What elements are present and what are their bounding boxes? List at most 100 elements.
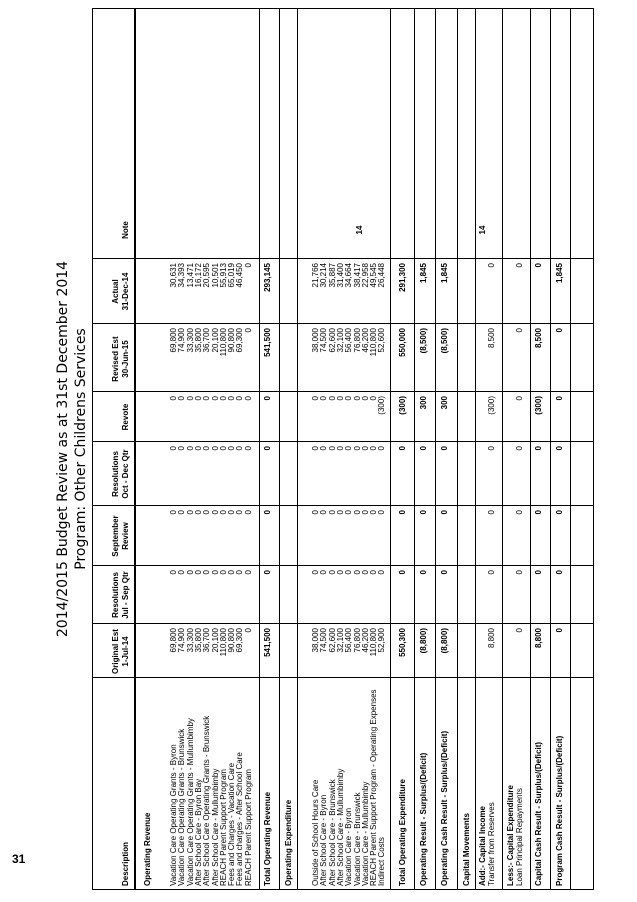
revenue-row-sep: 0 xyxy=(185,510,195,515)
section-operating-expenditure: Operating Expenditure xyxy=(284,799,293,886)
expense-row-est: 56,400 xyxy=(344,328,354,353)
operating-result-r1: 0 xyxy=(419,570,428,575)
expense-row-r1: 0 xyxy=(344,570,354,575)
section-operating-revenue: Operating Revenue xyxy=(143,812,152,886)
expense-row-r2: 0 xyxy=(360,446,370,451)
operating-result-rev: 300 xyxy=(419,396,428,410)
expense-row-orig: 56,400 xyxy=(344,628,354,653)
expense-row-rev: 0 xyxy=(311,396,320,401)
revenue-row-r2: 0 xyxy=(169,446,178,451)
expense-row-sep: 0 xyxy=(311,510,320,515)
transfer-from-reserves-r2: 0 xyxy=(487,446,496,451)
capital-cash-result-r1: 0 xyxy=(534,570,543,575)
column-divider xyxy=(92,391,594,392)
expense-row-r1: 0 xyxy=(377,570,387,575)
revenue-row-r1: 0 xyxy=(185,570,195,575)
capital-cash-result-est: 8,500 xyxy=(534,328,543,349)
revenue-row-r1: 0 xyxy=(227,570,237,575)
revenue-row-r1: 0 xyxy=(193,570,203,575)
revenue-row-rev: 0 xyxy=(243,396,253,401)
header-description: Description xyxy=(121,841,130,886)
expense-row-rev: 0 xyxy=(319,396,329,401)
revenue-row-r1: 0 xyxy=(169,570,178,575)
loan-principal-repayments-r2: 0 xyxy=(515,446,524,451)
header-revote: Revote xyxy=(121,403,130,431)
row-divider xyxy=(414,8,415,890)
expense-row-orig: 52,900 xyxy=(377,628,387,653)
revenue-row-rev: 0 xyxy=(210,396,220,401)
revenue-row-r1: 0 xyxy=(235,570,245,575)
header-r1-line2: Jul - Sep Qtr xyxy=(121,571,130,619)
expense-row-r2: 0 xyxy=(377,446,387,451)
loan-principal-repayments-sep: 0 xyxy=(515,510,524,515)
transfer-from-reserves-rev: (300) xyxy=(487,396,496,415)
expense-row-rev: 0 xyxy=(327,396,337,401)
program-cash-result-act: 1,845 xyxy=(555,263,564,284)
total-operating-revenue-sep: 0 xyxy=(263,510,272,515)
transfer-from-reserves-act: 0 xyxy=(487,263,496,268)
column-divider xyxy=(92,323,594,324)
expense-row-rev: 0 xyxy=(360,396,370,401)
operating-result-act: 1,845 xyxy=(419,263,428,284)
total-operating-revenue-act: 293,145 xyxy=(263,263,272,292)
operating-cash-result-act: 1,845 xyxy=(440,263,449,284)
operating-cash-result-rev: 300 xyxy=(440,396,449,410)
total-operating-expenditure-r1: 0 xyxy=(398,570,407,575)
rotated-page: 2014/2015 Budget Review as at 31st Decem… xyxy=(54,8,594,890)
expense-row-sep: 0 xyxy=(352,510,362,515)
transfer-from-reserves-sep: 0 xyxy=(487,510,496,515)
expense-row-sep: 0 xyxy=(344,510,354,515)
revenue-row-sep: 0 xyxy=(243,510,253,515)
loan-principal-repayments-r1: 0 xyxy=(515,570,524,575)
loan-principal-repayments-rev: 0 xyxy=(515,396,524,401)
row-divider xyxy=(457,8,458,890)
loan-principal-repayments-act: 0 xyxy=(515,263,524,268)
program-cash-result-r2: 0 xyxy=(555,446,564,451)
operating-result-orig: (8,800) xyxy=(419,628,428,654)
revenue-row-sep: 0 xyxy=(177,510,187,515)
revenue-row-orig: 36,700 xyxy=(202,628,212,653)
total-operating-revenue-r1: 0 xyxy=(263,570,272,575)
program-cash-result-est: 0 xyxy=(555,328,564,333)
revenue-row-est: 69,300 xyxy=(235,328,245,353)
header-r2-line2: Oct - Dec Qtr xyxy=(121,449,130,499)
revenue-row-r2: 0 xyxy=(177,446,187,451)
expense-row-r1: 0 xyxy=(360,570,370,575)
revenue-row-act: 46,450 xyxy=(235,263,245,288)
expense-row-r1: 0 xyxy=(311,570,320,575)
expense-row-r2: 0 xyxy=(369,446,379,451)
revenue-row-est: 36,700 xyxy=(202,328,212,353)
section-less-capital-expenditure: Less:- Capital Expenditure xyxy=(506,785,515,886)
operating-cash-result-r1: 0 xyxy=(440,570,449,575)
expense-row-r2: 0 xyxy=(311,446,320,451)
row-divider xyxy=(475,8,476,890)
expense-row-sep: 0 xyxy=(369,510,379,515)
operating-result-r2: 0 xyxy=(419,446,428,451)
revenue-row-r2: 0 xyxy=(227,446,237,451)
header-act-line1: Actual xyxy=(111,279,120,304)
total-operating-expenditure-act: 291,300 xyxy=(398,263,407,292)
operating-cash-result-desc: Operating Cash Result - Surplus/(Deficit… xyxy=(440,730,449,886)
revenue-row-sep: 0 xyxy=(202,510,212,515)
expense-row-r2: 0 xyxy=(319,446,329,451)
row-divider xyxy=(502,8,503,890)
column-divider xyxy=(92,565,594,566)
revenue-row-est: 0 xyxy=(243,328,253,333)
section-capital-movements: Capital Movements xyxy=(462,813,471,886)
revenue-row-r2: 0 xyxy=(218,446,228,451)
revenue-row-rev: 0 xyxy=(169,396,178,401)
total-operating-revenue-r2: 0 xyxy=(263,446,272,451)
row-divider xyxy=(279,8,280,890)
revenue-row-r1: 0 xyxy=(210,570,220,575)
revenue-row-rev: 0 xyxy=(193,396,203,401)
revenue-row-r1: 0 xyxy=(202,570,212,575)
column-divider xyxy=(92,623,594,624)
header-r1-line1: Resolutions xyxy=(111,572,120,618)
revenue-row-orig: 69,300 xyxy=(235,628,245,653)
row-divider xyxy=(530,8,531,890)
row-divider xyxy=(435,8,436,890)
capital-cash-result-desc: Capital Cash Result - Surplus/(Deficit) xyxy=(534,741,543,886)
transfer-from-reserves-orig: 8,800 xyxy=(487,628,496,649)
expense-row-r2: 0 xyxy=(335,446,345,451)
page-subtitle: Program: Other Childrens Services xyxy=(73,328,89,570)
